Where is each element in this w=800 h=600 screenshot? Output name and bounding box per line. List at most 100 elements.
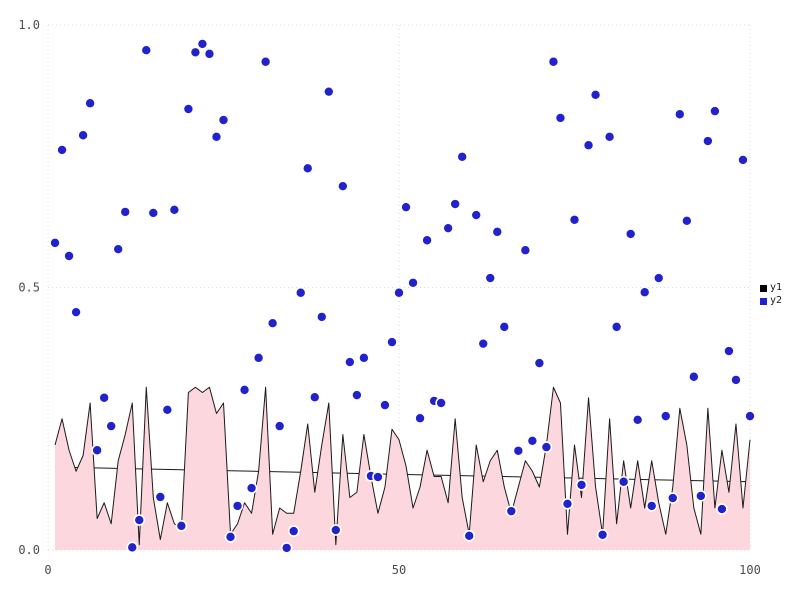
scatter-point [596, 528, 609, 541]
scatter-point [294, 286, 307, 299]
scatter-point [533, 357, 546, 369]
scatter-point [624, 228, 637, 240]
scatter-point [400, 201, 412, 213]
scatter-point [505, 505, 518, 517]
scatter-point [659, 410, 672, 422]
scatter-point [358, 352, 370, 364]
scatter-point [421, 234, 433, 247]
scatter-point [652, 272, 665, 284]
scatter-point [238, 384, 251, 396]
scatter-point [231, 500, 244, 512]
scatter-point [252, 352, 265, 364]
scatter-point [681, 215, 693, 227]
scatter-point [575, 479, 588, 491]
scatter-point [610, 321, 623, 333]
legend-label-y1: y1 [770, 282, 783, 293]
legend-item-y2: y2 [760, 295, 782, 307]
scatter-point [561, 497, 574, 510]
y-tick-label: 0.5 [18, 281, 40, 295]
scatter-point [161, 404, 174, 416]
scatter-point [217, 114, 230, 126]
scatter-point [119, 206, 132, 218]
scatter-point [203, 48, 216, 60]
scatter-point [414, 412, 426, 425]
scatter-series-y2 [49, 38, 756, 554]
scatter-point [702, 135, 714, 147]
scatter-point [393, 286, 405, 299]
scatter-point [330, 524, 342, 536]
scatter-point [182, 103, 195, 115]
scatter-point [266, 317, 279, 330]
scatter-point [84, 97, 96, 110]
scatter-point [484, 272, 497, 284]
x-axis-tick-labels: 0 50 100 [44, 563, 760, 577]
scatter-point [547, 55, 560, 68]
area-fill-y1 [55, 387, 750, 550]
scatter-point [154, 491, 167, 503]
scatter-point [175, 520, 188, 532]
scatter-point [449, 198, 461, 210]
scatter-point [301, 162, 314, 175]
x-tick-label: 100 [739, 563, 761, 577]
scatter-point [210, 131, 223, 143]
scatter-point [526, 434, 539, 447]
y-tick-label: 1.0 [18, 18, 40, 32]
scatter-point [372, 471, 384, 483]
scatter-point [435, 397, 447, 409]
scatter-point [49, 237, 61, 249]
scatter-point [245, 482, 258, 494]
scatter-point [168, 204, 181, 216]
legend-swatch-y2 [760, 297, 767, 305]
scatter-point [273, 420, 286, 432]
scatter-point [287, 525, 300, 537]
scatter-point [673, 108, 686, 121]
scatter-point [140, 44, 153, 57]
scatter-point [477, 337, 490, 350]
scatter-point [744, 410, 756, 422]
scatter-point [589, 89, 602, 101]
scatter-point [126, 541, 139, 554]
legend-label-y2: y2 [770, 295, 783, 306]
scatter-point [688, 370, 700, 383]
scatter-point [322, 85, 335, 98]
scatter-point [737, 154, 749, 166]
scatter-point [695, 490, 707, 502]
scatter-point [105, 420, 117, 432]
scatter-point [189, 46, 202, 59]
scatter-point [98, 391, 110, 404]
scatter-point [666, 492, 679, 504]
scatter-point [498, 321, 511, 333]
scatter-point [540, 441, 553, 453]
x-tick-label: 50 [392, 563, 406, 577]
scatter-point [224, 531, 237, 543]
area-outline-y1 [54, 386, 751, 546]
scatter-point [730, 374, 742, 386]
scatter-point [351, 389, 363, 401]
scatter-point [386, 336, 398, 348]
scatter-point [344, 356, 356, 368]
scatter-point [308, 391, 321, 404]
scatter-point [631, 413, 644, 426]
scatter-point [196, 38, 209, 50]
scatter-point [259, 55, 272, 68]
scatter-point [709, 105, 721, 117]
scatter-point [133, 514, 146, 526]
scatter-point [582, 139, 595, 152]
legend: y1 y2 [760, 282, 782, 307]
scatter-point [723, 345, 735, 357]
scatter-point [554, 112, 567, 124]
scatter-point [337, 180, 349, 192]
scatter-point [442, 222, 454, 234]
scatter-point [491, 226, 504, 238]
scatter-point [512, 444, 525, 457]
scatter-point [456, 150, 468, 163]
scatter-point [470, 209, 483, 221]
scatter-point [56, 144, 68, 156]
area-series-y1 [54, 386, 751, 550]
y-axis-tick-labels: 0.0 0.5 1.0 [18, 18, 40, 557]
scatter-point [77, 129, 89, 142]
scatter-point [716, 503, 728, 515]
scatter-point [617, 475, 630, 488]
